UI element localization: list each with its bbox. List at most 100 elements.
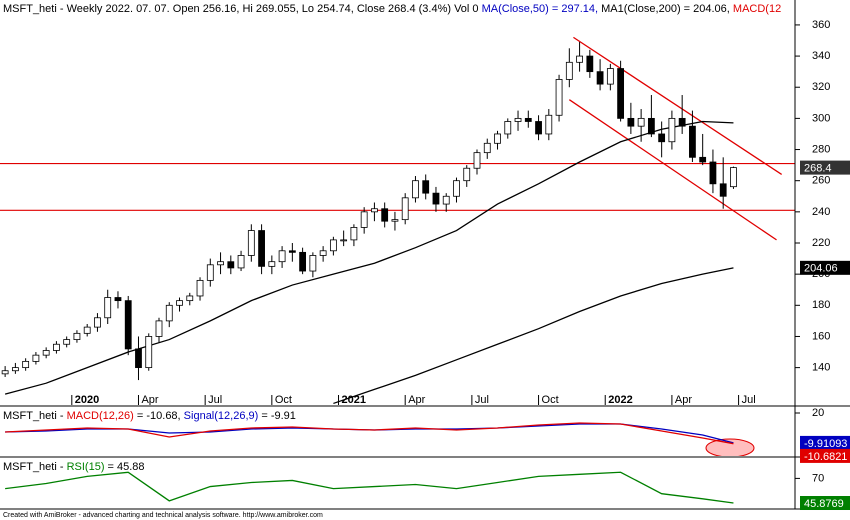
x-tick-label: Oct bbox=[542, 394, 559, 406]
candle-body bbox=[606, 68, 614, 85]
header-part: MSFT_heti - bbox=[3, 461, 67, 473]
panel-header: MSFT_heti - RSI(15) = 45.88 bbox=[3, 461, 145, 473]
candle-body bbox=[309, 255, 317, 272]
highlight bbox=[705, 438, 755, 456]
candle-body bbox=[555, 79, 563, 116]
candle-body bbox=[268, 261, 276, 267]
candle-body bbox=[258, 230, 265, 267]
candle-body bbox=[401, 197, 409, 221]
candle-body bbox=[340, 239, 348, 242]
candle-body bbox=[288, 250, 296, 253]
candle-body bbox=[576, 55, 583, 63]
header-part: = -10.68, bbox=[134, 410, 184, 422]
y-tick-label: 300 bbox=[812, 112, 830, 124]
candle-body bbox=[637, 117, 645, 127]
trend-line bbox=[568, 99, 777, 241]
candle-body bbox=[42, 350, 50, 356]
x-tick-label: 2020 bbox=[75, 394, 99, 406]
trend-line bbox=[573, 36, 783, 176]
y-tick-label: 70 bbox=[812, 472, 824, 484]
candle-body bbox=[73, 332, 81, 340]
candle-body bbox=[545, 114, 553, 135]
price-panel: 2020 Apr Jul Oct 2021 Apr Jul Oct 2022 Apr Jul MSFT… bbox=[0, 3, 795, 406]
value-tag-label: 204.06 bbox=[804, 263, 838, 275]
header-part: MSFT_heti - Weekly 2022. 07. 07. Open 25… bbox=[3, 3, 482, 15]
candle-body bbox=[217, 261, 224, 266]
candle-body bbox=[227, 261, 235, 269]
header-part: MA1(Close,200) = 204.06, bbox=[601, 3, 733, 15]
x-tick-label: Jul bbox=[742, 394, 756, 406]
candle-body bbox=[360, 211, 368, 228]
header-part: MACD(12,26) bbox=[67, 410, 134, 422]
candle-body bbox=[494, 133, 501, 144]
candle-body bbox=[658, 133, 666, 143]
y-tick-label: 280 bbox=[812, 143, 830, 155]
candle-body bbox=[678, 117, 686, 127]
candle-body bbox=[422, 180, 430, 194]
candle-body bbox=[504, 121, 512, 135]
y-tick-label: 340 bbox=[812, 50, 830, 62]
value-tag-label: -10.6821 bbox=[804, 451, 847, 463]
y-tick-label: 160 bbox=[812, 330, 830, 342]
candle-body bbox=[247, 230, 255, 256]
candle-body bbox=[371, 208, 378, 213]
candle-body bbox=[145, 336, 153, 369]
series-line bbox=[5, 422, 734, 445]
panel-header: MSFT_heti - Weekly 2022. 07. 07. Open 25… bbox=[3, 3, 781, 15]
y-tick-label: 220 bbox=[812, 237, 830, 249]
header-part: MSFT_heti - bbox=[3, 410, 67, 422]
candle-body bbox=[596, 71, 604, 85]
candle-body bbox=[237, 255, 245, 269]
panel-header: MSFT_heti - MACD(12,26) = -10.68, Signal… bbox=[3, 410, 296, 422]
candle-body bbox=[627, 117, 635, 127]
candle-body bbox=[196, 279, 204, 297]
candle-body bbox=[319, 250, 327, 256]
candle-body bbox=[1, 370, 9, 375]
y-tick-label: 360 bbox=[812, 19, 830, 31]
series-line bbox=[5, 471, 734, 504]
candle-body bbox=[463, 167, 471, 182]
candle-body bbox=[668, 117, 676, 143]
candle-body bbox=[689, 125, 696, 158]
macd-panel: MSFT_heti - MACD(12,26) = -10.68, Signal… bbox=[3, 410, 755, 456]
x-tick-label: 2022 bbox=[608, 394, 632, 406]
candle-body bbox=[483, 142, 491, 154]
value-tag-label: -9.91093 bbox=[804, 438, 847, 450]
header-part: = -9.91 bbox=[258, 410, 296, 422]
candle-body bbox=[699, 156, 707, 163]
candle-body bbox=[165, 304, 173, 322]
x-tick-label: Apr bbox=[408, 394, 425, 406]
candle-body bbox=[299, 251, 307, 272]
x-tick-label: 2021 bbox=[342, 394, 366, 406]
candle-body bbox=[719, 183, 727, 197]
candle-body bbox=[53, 343, 60, 351]
x-tick-label: Apr bbox=[141, 394, 158, 406]
candle-body bbox=[432, 192, 440, 205]
x-tick-label: Jul bbox=[208, 394, 222, 406]
header-part: Signal(12,26,9) bbox=[184, 410, 259, 422]
header-part: = 45.88 bbox=[104, 461, 144, 473]
candle-body bbox=[442, 195, 450, 205]
candle-body bbox=[391, 219, 399, 222]
candle-body bbox=[524, 117, 532, 122]
candle-body bbox=[186, 295, 194, 302]
value-tag bbox=[800, 160, 850, 175]
x-tick-label: Jul bbox=[475, 394, 489, 406]
value-tag bbox=[800, 435, 850, 450]
candle-body bbox=[135, 348, 142, 369]
candle-body bbox=[350, 227, 358, 241]
candle-body bbox=[22, 360, 30, 369]
footer: Created with AmiBroker - advanced charti… bbox=[3, 512, 323, 519]
candle-body bbox=[586, 55, 594, 73]
y-tick-label: 260 bbox=[812, 175, 830, 187]
candle-body bbox=[565, 61, 573, 80]
candle-body bbox=[647, 117, 655, 135]
value-tag bbox=[800, 260, 850, 275]
candle-body bbox=[329, 239, 337, 252]
candle-body bbox=[381, 208, 389, 222]
y-tick-label: 320 bbox=[812, 81, 830, 93]
candle-body bbox=[514, 117, 522, 122]
candle-body bbox=[535, 121, 542, 135]
candle-body bbox=[11, 367, 19, 372]
